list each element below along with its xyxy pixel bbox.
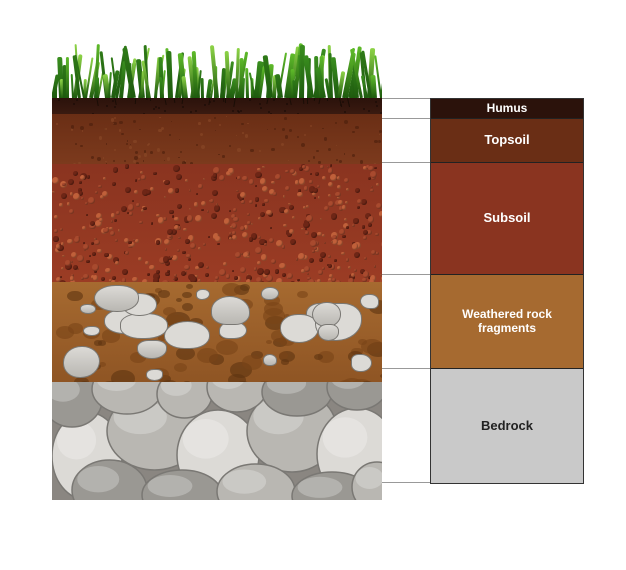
- stone-icon: [164, 321, 210, 349]
- connector-line: [382, 274, 430, 275]
- legend-label: Bedrock: [481, 419, 533, 434]
- layer-topsoil: [52, 114, 382, 164]
- grass-blade-icon: [371, 75, 378, 98]
- connector-line: [382, 162, 430, 163]
- stone-icon: [196, 289, 210, 300]
- stone-icon: [360, 294, 378, 310]
- connector-line: [382, 98, 430, 99]
- stone-icon: [63, 346, 100, 378]
- legend-label: Humus: [487, 102, 528, 116]
- legend-row-bedrock: Bedrock: [431, 369, 583, 483]
- stone-icon: [318, 324, 339, 341]
- connector-line: [382, 118, 430, 119]
- grass-blade-icon: [303, 55, 314, 98]
- stone-icon: [263, 354, 278, 366]
- stone-icon: [146, 369, 163, 380]
- grass-layer: [52, 40, 382, 98]
- soil-layers-diagram: Humus Topsoil Subsoil Weathered rock fragme…: [0, 0, 626, 570]
- stone-icon: [312, 302, 341, 327]
- stone-icon: [83, 326, 99, 336]
- stone-icon: [137, 340, 167, 360]
- stone-icon: [80, 304, 96, 314]
- layer-bedrock: [52, 382, 382, 500]
- cross-section: [52, 40, 382, 500]
- stone-icon: [94, 285, 139, 313]
- grass-blade-icon: [55, 77, 57, 98]
- connector-line: [382, 368, 430, 369]
- legend: Humus Topsoil Subsoil Weathered rock fragme…: [430, 98, 584, 484]
- layer-subsoil: [52, 164, 382, 282]
- legend-row-humus: Humus: [431, 99, 583, 119]
- legend-row-subsoil: Subsoil: [431, 163, 583, 275]
- legend-row-topsoil: Topsoil: [431, 119, 583, 163]
- legend-label: Subsoil: [484, 211, 531, 226]
- stone-icon: [351, 354, 372, 372]
- grass-blade-icon: [66, 57, 69, 98]
- layer-weathered: [52, 282, 382, 382]
- grass-blade-icon: [201, 78, 204, 98]
- grass-blade-icon: [166, 51, 172, 98]
- connector-line: [382, 482, 430, 483]
- stone-icon: [120, 313, 168, 339]
- legend-label: Topsoil: [484, 133, 529, 148]
- legend-label: Weathered rock fragments: [435, 308, 579, 336]
- layer-humus: [52, 98, 382, 114]
- legend-row-weathered: Weathered rock fragments: [431, 275, 583, 369]
- stone-icon: [211, 296, 249, 325]
- stone-icon: [261, 287, 279, 300]
